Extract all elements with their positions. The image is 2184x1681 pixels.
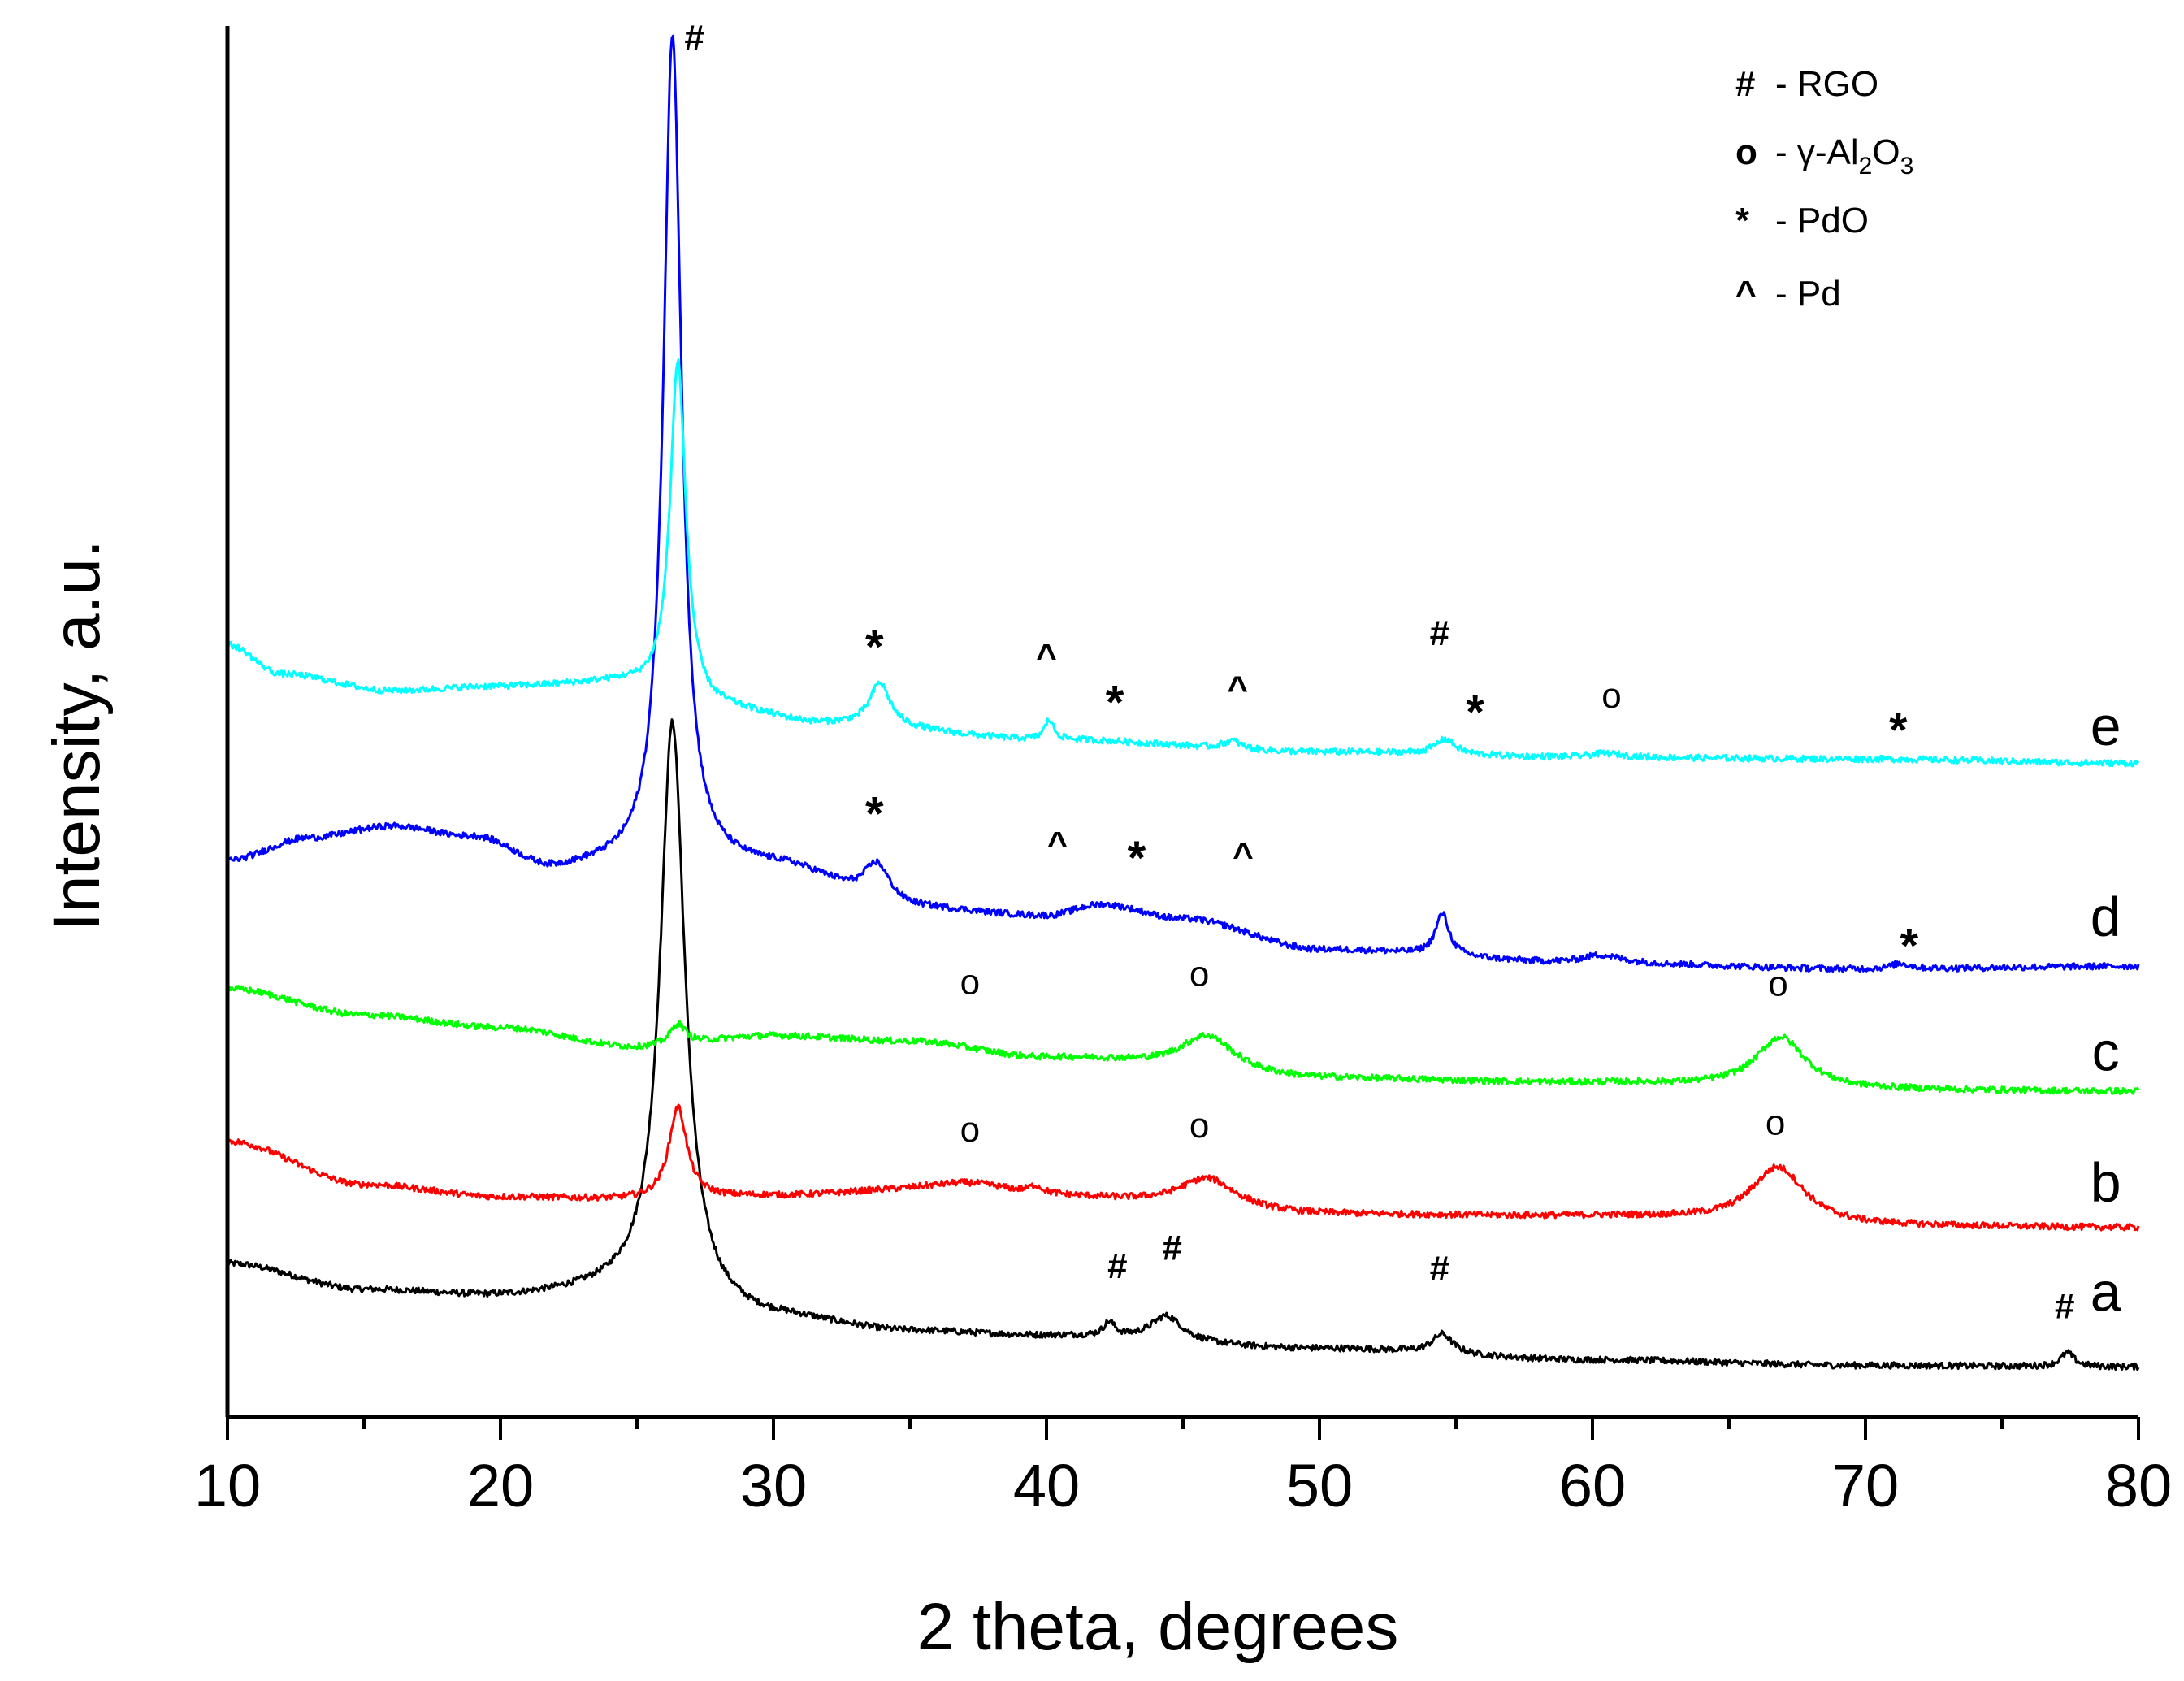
- curve-label-a: a: [2091, 1262, 2121, 1324]
- peak-marker: o: [960, 963, 980, 1003]
- curve-label-layer: e d c ba: [2091, 695, 2121, 1324]
- series-line-b: [226, 1103, 2140, 1232]
- peak-marker: *: [865, 787, 884, 840]
- peak-marker: #: [684, 18, 704, 58]
- x-tick-label: 80: [2105, 1452, 2172, 1519]
- peak-marker: ^: [1047, 825, 1068, 864]
- x-axis-title: 2 theta, degrees: [917, 1590, 1399, 1664]
- peak-marker: #: [1430, 1249, 1450, 1289]
- legend-label: - RGO: [1775, 64, 1878, 104]
- peak-marker: #: [1107, 1246, 1127, 1286]
- x-tick-label: 30: [740, 1452, 807, 1519]
- axis-layer: 10 20 30 40 50 60 70 80: [194, 26, 2172, 1519]
- peak-marker: o: [1768, 964, 1788, 1003]
- peak-marker: o: [1190, 954, 1209, 994]
- x-tick-label: 50: [1286, 1452, 1353, 1519]
- legend-symbol: o: [1736, 132, 1757, 172]
- x-tick-label: 10: [194, 1452, 261, 1519]
- peak-marker: o: [1766, 1103, 1785, 1142]
- legend-label: - PdO: [1775, 201, 1869, 240]
- legend: # - RGO o - γ-Al2O3 * - PdO ^ - Pd: [1736, 64, 1913, 314]
- curve-label-b: b: [2091, 1151, 2121, 1213]
- peak-marker: *: [1889, 704, 1908, 757]
- legend-label: - γ-Al2O3: [1775, 132, 1913, 180]
- y-axis-title: Intensity, a.u.: [40, 539, 114, 931]
- peak-marker: ^: [1227, 669, 1248, 708]
- peak-marker: *: [1106, 676, 1124, 729]
- peak-marker: *: [1128, 832, 1146, 885]
- series-layer: [226, 34, 2140, 1371]
- peak-marker: *: [1466, 686, 1484, 739]
- peak-marker: o: [1601, 676, 1621, 716]
- peak-marker: o: [960, 1110, 980, 1150]
- peak-marker: *: [865, 621, 884, 674]
- peak-marker: ^: [1233, 836, 1254, 876]
- legend-symbol: #: [1736, 64, 1755, 104]
- x-tick-label: 60: [1559, 1452, 1626, 1519]
- x-tick-label: 70: [1832, 1452, 1899, 1519]
- legend-label: - Pd: [1775, 274, 1841, 314]
- x-tick-label: 20: [467, 1452, 534, 1519]
- peak-marker: #: [1162, 1228, 1181, 1268]
- legend-symbol: ^: [1736, 274, 1757, 314]
- curve-label-e: e: [2091, 695, 2121, 757]
- peak-marker: ^: [1036, 637, 1057, 677]
- annotation-layer: # * ^ * ^ # * o * * ^ * ^ * o o o o o o # # # #: [684, 18, 2074, 1326]
- series-line-e: [227, 357, 2140, 768]
- peak-marker: #: [2055, 1286, 2074, 1326]
- peak-marker: *: [1900, 920, 1918, 973]
- series-line-c: [227, 985, 2140, 1095]
- x-tick-label: 40: [1013, 1452, 1080, 1519]
- peak-marker: o: [1190, 1106, 1209, 1146]
- peak-marker: #: [1430, 613, 1450, 653]
- series-line-d: [226, 34, 2140, 973]
- curve-label-c: c: [2092, 1020, 2120, 1082]
- legend-symbol: *: [1736, 201, 1750, 240]
- series-line-a: [226, 718, 2140, 1371]
- curve-label-d: d: [2091, 886, 2121, 947]
